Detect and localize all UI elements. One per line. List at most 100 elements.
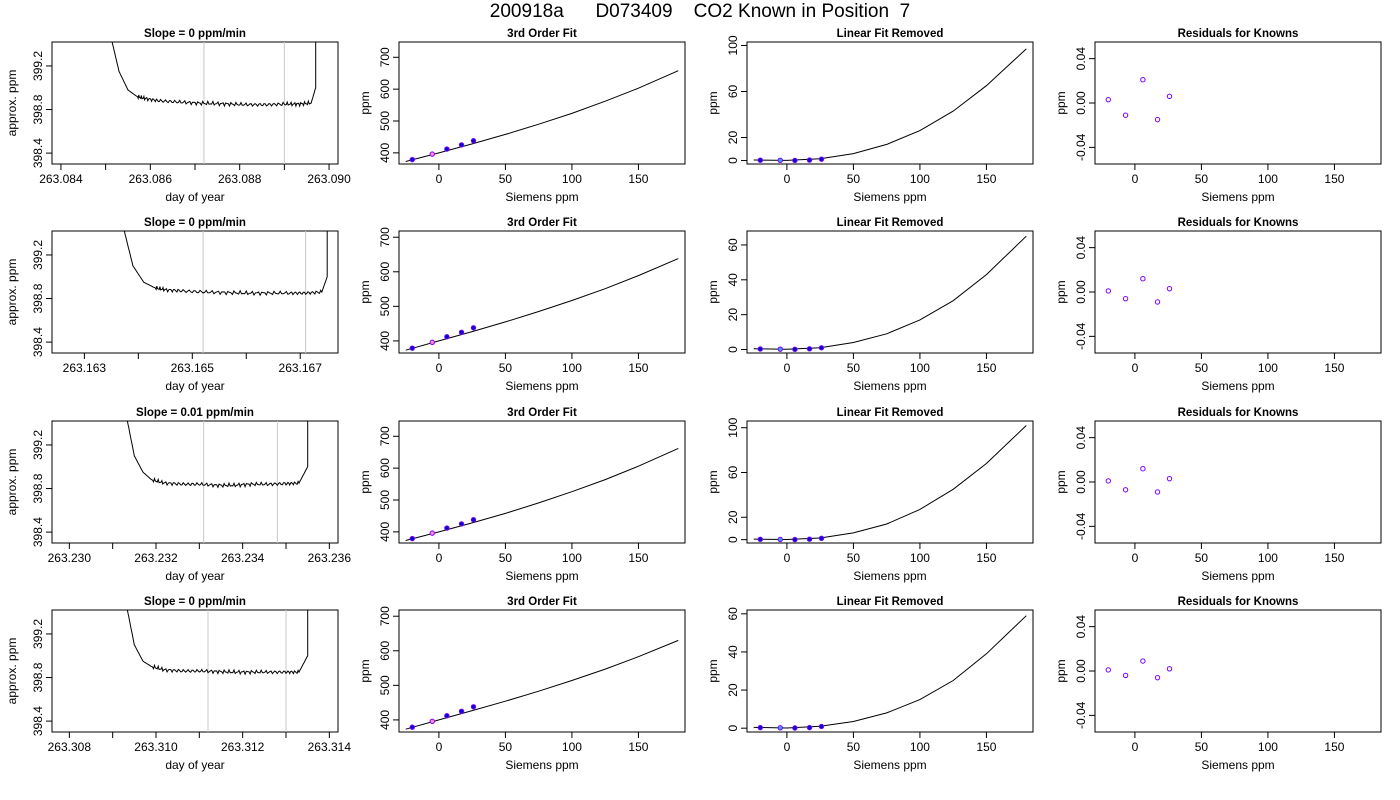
plot-area bbox=[1105, 77, 1173, 123]
panel-title: Slope = 0 ppm/min bbox=[144, 28, 246, 40]
data-point bbox=[1105, 288, 1112, 294]
data-point bbox=[470, 704, 477, 710]
panel-r2-c0: Slope = 0.01 ppm/min 263.230 263.232 263.23… bbox=[5, 407, 351, 583]
data-point bbox=[1140, 465, 1146, 472]
y-tick-label: 399.2 bbox=[31, 430, 45, 460]
plot-area bbox=[753, 615, 1027, 731]
x-axis-label: Siemens ppm bbox=[505, 379, 578, 393]
panel-r1-c3: Residuals for Knowns 0 50 100 150 -0.04 0.00 0.… bbox=[1054, 217, 1382, 393]
y-axis-label: ppm bbox=[1054, 659, 1068, 682]
plot-area bbox=[405, 70, 679, 163]
fit-curve bbox=[753, 48, 1027, 161]
panel-title: Linear Fit Removed bbox=[837, 596, 944, 608]
y-tick-label: 60 bbox=[726, 465, 740, 479]
y-tick-label: 0.04 bbox=[1074, 615, 1088, 639]
data-point bbox=[1105, 667, 1112, 673]
panel-title: Slope = 0 ppm/min bbox=[144, 217, 246, 229]
y-tick-label: 500 bbox=[378, 675, 392, 695]
y-tick-label: 60 bbox=[726, 238, 740, 252]
x-tick-label: 100 bbox=[1258, 551, 1278, 565]
x-axis-label: Siemens ppm bbox=[1201, 569, 1274, 583]
y-tick-label: 100 bbox=[726, 417, 740, 437]
y-tick-label: 398.4 bbox=[31, 517, 45, 547]
y-axis-label: approx. ppm bbox=[5, 638, 19, 705]
data-point bbox=[1154, 674, 1161, 681]
y-tick-label: 399.2 bbox=[31, 619, 45, 649]
series-line bbox=[111, 42, 317, 108]
y-tick-label: 20 bbox=[726, 683, 740, 697]
data-point bbox=[818, 535, 825, 541]
panel-title: Linear Fit Removed bbox=[837, 407, 944, 419]
x-tick-label: 100 bbox=[1258, 740, 1278, 754]
data-point bbox=[409, 156, 416, 163]
series-line bbox=[123, 231, 328, 297]
y-axis-label: approx. ppm bbox=[5, 70, 19, 137]
x-tick-label: 150 bbox=[628, 551, 648, 565]
y-tick-label: 400 bbox=[378, 331, 392, 351]
plot-area bbox=[405, 258, 679, 351]
plot-area bbox=[1105, 658, 1173, 681]
x-tick-label: 50 bbox=[1195, 361, 1209, 375]
plot-frame bbox=[1094, 420, 1382, 544]
x-tick-label: 263.234 bbox=[221, 551, 265, 565]
x-axis-label: Siemens ppm bbox=[1201, 758, 1274, 772]
x-tick-label: 263.167 bbox=[279, 361, 323, 375]
panel-title: Residuals for Knowns bbox=[1178, 28, 1299, 40]
x-tick-label: 0 bbox=[1132, 172, 1139, 186]
y-tick-label: 0 bbox=[726, 346, 740, 353]
y-tick-label: 0.00 bbox=[1074, 280, 1088, 304]
x-tick-label: 263.163 bbox=[63, 361, 107, 375]
data-point bbox=[777, 725, 783, 731]
x-tick-label: 150 bbox=[628, 172, 648, 186]
x-tick-label: 50 bbox=[499, 551, 513, 565]
plot-area bbox=[405, 447, 679, 542]
x-axis-label: Siemens ppm bbox=[505, 569, 578, 583]
x-tick-label: 0 bbox=[1132, 740, 1139, 754]
y-tick-label: 40 bbox=[726, 645, 740, 659]
fit-curve bbox=[405, 70, 679, 162]
data-point bbox=[429, 151, 435, 157]
y-axis-label: approx. ppm bbox=[5, 449, 19, 516]
y-axis-label: ppm bbox=[706, 659, 720, 682]
plot-area bbox=[405, 639, 679, 730]
plot-frame bbox=[746, 609, 1034, 733]
y-tick-label: 700 bbox=[378, 227, 392, 247]
data-point bbox=[1140, 77, 1146, 83]
x-tick-label: 150 bbox=[976, 740, 996, 754]
data-point bbox=[1122, 295, 1129, 302]
fit-curve bbox=[753, 425, 1027, 541]
x-axis-label: Siemens ppm bbox=[853, 379, 926, 393]
plot-frame bbox=[398, 41, 686, 165]
data-point bbox=[806, 157, 813, 163]
plot-area bbox=[753, 235, 1027, 353]
plot-area bbox=[1105, 465, 1173, 495]
data-point bbox=[757, 536, 764, 543]
data-point bbox=[792, 157, 798, 164]
data-point bbox=[1140, 275, 1146, 282]
x-tick-label: 0 bbox=[1132, 361, 1139, 375]
data-point bbox=[444, 146, 450, 152]
data-point bbox=[1105, 478, 1112, 484]
page-title: 200918a D073409 CO2 Known in Position 7 bbox=[489, 1, 911, 22]
data-point bbox=[792, 725, 798, 731]
data-point bbox=[1154, 489, 1161, 495]
x-tick-label: 50 bbox=[499, 361, 513, 375]
y-tick-label: -0.04 bbox=[1074, 322, 1088, 350]
data-point bbox=[757, 157, 764, 163]
panel-title: Residuals for Knowns bbox=[1178, 596, 1299, 608]
data-point bbox=[777, 346, 783, 352]
y-tick-label: 400 bbox=[378, 710, 392, 730]
x-tick-label: 150 bbox=[1324, 361, 1344, 375]
panel-title: 3rd Order Fit bbox=[507, 28, 577, 40]
x-tick-label: 100 bbox=[562, 361, 582, 375]
x-tick-label: 0 bbox=[1132, 551, 1139, 565]
x-tick-label: 0 bbox=[436, 172, 443, 186]
x-axis-label: day of year bbox=[165, 379, 224, 393]
x-tick-label: 0 bbox=[436, 361, 443, 375]
x-axis-label: Siemens ppm bbox=[853, 190, 926, 204]
y-tick-label: 700 bbox=[378, 47, 392, 67]
y-axis-label: ppm bbox=[358, 659, 372, 682]
data-point bbox=[818, 156, 825, 162]
x-tick-label: 0 bbox=[784, 172, 791, 186]
y-axis-label: ppm bbox=[1054, 91, 1068, 114]
